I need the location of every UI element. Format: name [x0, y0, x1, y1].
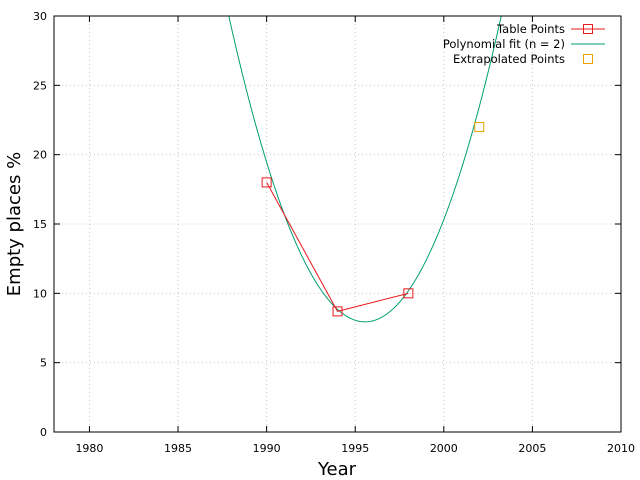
data-point-table [403, 288, 414, 299]
x-tick-label: 2005 [518, 442, 546, 455]
y-axis-label: Empty places % [4, 152, 25, 296]
x-tick-label: 1995 [341, 442, 369, 455]
y-tick-label: 10 [33, 287, 47, 300]
legend-label: Extrapolated Points [453, 52, 565, 66]
x-tick-label: 1990 [253, 442, 281, 455]
y-tick-label: 5 [40, 357, 47, 370]
legend-swatch-marker [583, 54, 593, 64]
x-tick-label: 2010 [607, 442, 635, 455]
data-point-table [332, 306, 343, 317]
x-tick-label: 1980 [75, 442, 103, 455]
y-tick-label: 30 [33, 10, 47, 23]
y-tick-label: 15 [33, 218, 47, 231]
y-tick-label: 20 [33, 149, 47, 162]
grid [54, 16, 621, 432]
data-point-extrapolated [474, 121, 485, 132]
axis-ticks: 1980 1985 1990 1995 2000 2005 2010 0 5 10 15 20 25 30 [33, 10, 635, 455]
x-tick-label: 2000 [430, 442, 458, 455]
series-table-points-line [266, 182, 409, 312]
legend-label: Table Points [496, 22, 565, 36]
legend-entry: Polynomial fit (n = 2) [443, 37, 605, 51]
legend-swatch-marker [583, 24, 593, 34]
y-tick-label: 0 [40, 426, 47, 439]
x-axis-label: Year [317, 459, 357, 480]
legend-entry: Extrapolated Points [453, 52, 593, 66]
x-tick-label: 1985 [164, 442, 192, 455]
legend-entry: Table Points [496, 22, 605, 36]
plot-area [228, 16, 502, 323]
series-layer [228, 16, 502, 323]
data-point-table [261, 177, 272, 188]
legend-label: Polynomial fit (n = 2) [443, 37, 565, 51]
plot-frame [53, 15, 622, 433]
series-polynomial-fit-curve [228, 16, 502, 323]
y-tick-label: 25 [33, 79, 47, 92]
